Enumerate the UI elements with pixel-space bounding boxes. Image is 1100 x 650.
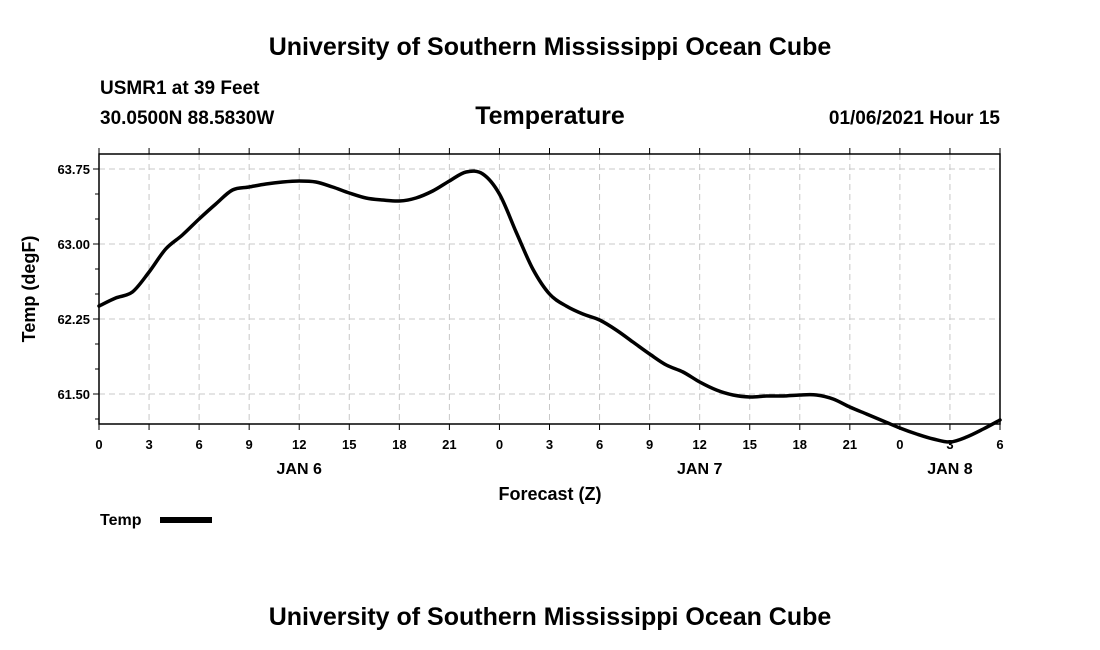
x-tick-label: 3: [546, 437, 553, 452]
axis-ticks: [93, 148, 1001, 430]
x-tick-labels: 0 3 6 9 12 15 18 21 0 3 6 9 12 15 18 21 0 3 6: [95, 437, 1003, 452]
x-tick-label: 18: [793, 437, 807, 452]
day-label: JAN 7: [677, 461, 722, 478]
x-tick-label: 3: [946, 437, 953, 452]
x-axis-label: Forecast (Z): [498, 484, 601, 504]
legend: Temp: [100, 512, 212, 529]
x-tick-label: 15: [742, 437, 756, 452]
x-tick-label: 6: [195, 437, 202, 452]
x-tick-label: 15: [342, 437, 356, 452]
footer-title: University of Southern Mississippi Ocean…: [269, 603, 832, 631]
legend-swatch: [160, 517, 212, 523]
x-tick-label: 0: [896, 437, 903, 452]
day-labels: JAN 6 JAN 7 JAN 8: [277, 461, 973, 478]
x-tick-label: 18: [392, 437, 406, 452]
day-label: JAN 6: [277, 461, 322, 478]
x-tick-label: 0: [95, 437, 102, 452]
legend-label: Temp: [100, 512, 142, 529]
x-tick-label: 21: [843, 437, 857, 452]
x-tick-label: 0: [496, 437, 503, 452]
y-tick-label: 61.50: [57, 387, 90, 402]
x-tick-label: 12: [692, 437, 706, 452]
y-tick-label: 63.75: [57, 162, 90, 177]
plot-frame: [98, 153, 1001, 425]
x-tick-label: 6: [596, 437, 603, 452]
location-label: 30.0500N 88.5830W: [100, 108, 274, 129]
y-tick-label: 63.00: [57, 237, 90, 252]
chart-title: Temperature: [475, 102, 625, 130]
x-tick-label: 9: [246, 437, 253, 452]
day-label: JAN 8: [927, 461, 972, 478]
datetime-label: 01/06/2021 Hour 15: [829, 108, 1001, 129]
y-tick-labels: 63.75 63.00 62.25 61.50: [57, 162, 90, 402]
temp-series-line: [97, 169, 1002, 444]
x-tick-label: 21: [442, 437, 456, 452]
station-label: USMR1 at 39 Feet: [100, 78, 260, 99]
x-tick-label: 6: [996, 437, 1003, 452]
x-tick-label: 9: [646, 437, 653, 452]
y-tick-label: 62.25: [57, 312, 90, 327]
y-axis-label: Temp (degF): [19, 236, 39, 343]
header-title: University of Southern Mississippi Ocean…: [269, 33, 832, 61]
x-tick-label: 3: [145, 437, 152, 452]
grid-lines: [99, 154, 1000, 424]
x-tick-label: 12: [292, 437, 306, 452]
